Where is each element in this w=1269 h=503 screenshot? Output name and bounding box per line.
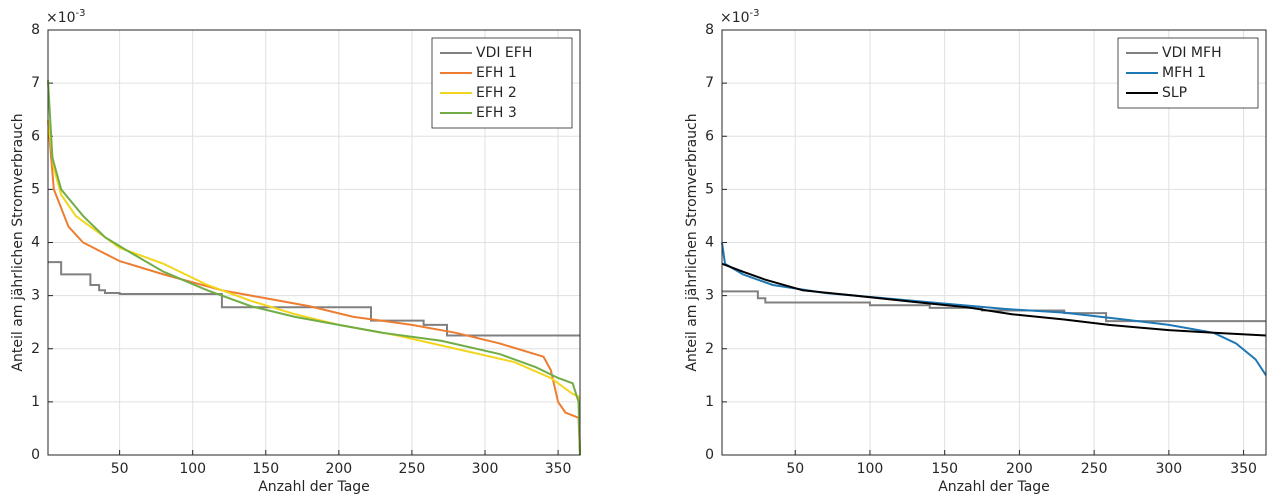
x-tick-label: 350 — [545, 461, 572, 477]
y-tick-label: 1 — [705, 394, 714, 410]
y-tick-label: 4 — [705, 235, 714, 251]
legend-label: VDI MFH — [1162, 45, 1222, 61]
legend-label: VDI EFH — [476, 45, 532, 61]
y-tick-label: 0 — [31, 447, 40, 463]
plot-frame — [721, 29, 1267, 456]
y-tick-label: 5 — [705, 181, 714, 197]
y-tick-label: 6 — [705, 128, 714, 144]
y-tick-label: 3 — [31, 288, 40, 304]
chart: 50 100 150 200 250 300 350 0 1 2 3 4 5 6 7 8 Anzahl der … — [10, 8, 581, 495]
legend-label: SLP — [1162, 85, 1187, 101]
x-tick-label: 300 — [1155, 461, 1182, 477]
x-axis-label: Anzahl der Tage — [938, 479, 1050, 495]
series-line — [721, 262, 1267, 337]
x-tick-label: 50 — [786, 461, 804, 477]
x-tick-label: 350 — [1230, 461, 1257, 477]
series-line — [722, 290, 1266, 323]
multiplier-exponent: -3 — [750, 8, 760, 19]
y-tick-label: 4 — [31, 235, 40, 251]
y-tick-label: 8 — [31, 22, 40, 38]
x-tick-label: 250 — [1081, 461, 1108, 477]
legend-label: EFH 3 — [476, 105, 517, 121]
series-line — [721, 242, 1267, 376]
series-line — [48, 261, 580, 337]
x-tick-label: 50 — [111, 461, 129, 477]
x-tick-label: 250 — [399, 461, 426, 477]
x-tick-label: 100 — [857, 461, 884, 477]
y-tick-label: 6 — [31, 128, 40, 144]
x-tick-label: 200 — [1006, 461, 1033, 477]
y-tick-label: 1 — [31, 394, 40, 410]
chart: 50 100 150 200 250 300 350 0 1 2 3 4 5 6 7 8 Anzahl der … — [684, 8, 1267, 495]
plot-frame — [47, 29, 581, 456]
series-line — [47, 80, 581, 456]
y-tick-label: 2 — [705, 341, 714, 357]
multiplier-base: ×10 — [46, 10, 76, 26]
y-axis-label: Anteil am jährlichen Stromverbrauch — [10, 113, 26, 371]
multiplier-base: ×10 — [720, 10, 750, 26]
series-line — [47, 120, 581, 456]
y-tick-label: 7 — [705, 75, 714, 91]
multiplier-exponent: -3 — [76, 8, 86, 19]
x-tick-label: 100 — [179, 461, 206, 477]
legend-label: EFH 1 — [476, 65, 517, 81]
y-tick-label: 8 — [705, 22, 714, 38]
legend: VDI EFH EFH 1 EFH 2 EFH 3 — [431, 37, 573, 129]
y-tick-label: 7 — [31, 75, 40, 91]
y-tick-label: 5 — [31, 181, 40, 197]
series-line — [47, 120, 581, 456]
x-tick-label: 300 — [472, 461, 499, 477]
y-tick-label: 3 — [705, 288, 714, 304]
x-tick-label: 150 — [931, 461, 958, 477]
y-multiplier: ×10-3 — [720, 8, 760, 26]
x-tick-label: 200 — [325, 461, 352, 477]
y-axis-label: Anteil am jährlichen Stromverbrauch — [684, 113, 700, 371]
legend-label: MFH 1 — [1162, 65, 1206, 81]
y-tick-label: 0 — [705, 447, 714, 463]
y-tick-label: 2 — [31, 341, 40, 357]
legend: VDI MFH MFH 1 SLP — [1117, 37, 1259, 109]
x-axis-label: Anzahl der Tage — [258, 479, 370, 495]
legend-label: EFH 2 — [476, 85, 517, 101]
x-tick-label: 150 — [252, 461, 279, 477]
y-multiplier: ×10-3 — [46, 8, 86, 26]
